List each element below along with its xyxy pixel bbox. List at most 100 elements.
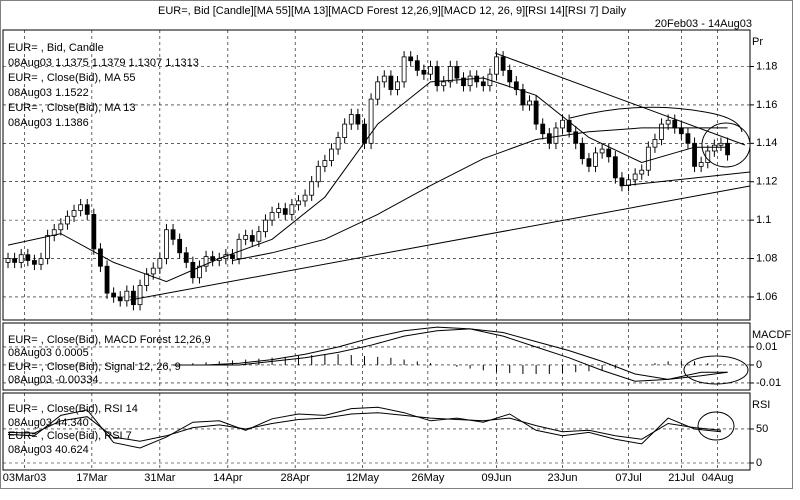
candle-body [38, 258, 44, 265]
y-tick-label: 0 [756, 457, 762, 469]
candle-body [91, 213, 97, 250]
candle-body [414, 60, 420, 71]
candle-body [560, 119, 565, 129]
candle-body [692, 142, 697, 167]
candle-body [309, 181, 315, 196]
x-tick-label: 26May [411, 472, 445, 484]
candle-body [137, 285, 143, 306]
candle-body [25, 254, 31, 261]
candle-body [98, 248, 103, 267]
candle-body [606, 148, 612, 158]
candle-body [447, 66, 453, 83]
candle-body [329, 148, 334, 161]
candle-body [573, 131, 579, 144]
candle-body [197, 265, 202, 279]
candle-body [553, 127, 559, 144]
legend-text: EUR= , Close(Bid), MA 55 [8, 72, 135, 84]
y-tick-label: 1.08 [756, 252, 777, 264]
annotations [129, 52, 751, 441]
legend-text: EUR= , Close(Bid), RSI 14 [8, 403, 138, 415]
candle-body [639, 169, 645, 175]
candle-body [494, 56, 499, 75]
support-trendline [129, 185, 751, 301]
candle-body [652, 139, 658, 148]
indicator-line [7, 412, 722, 442]
y-tick-label: 1.18 [756, 60, 777, 72]
x-tick-label: 28Apr [280, 472, 310, 484]
indicator-line [7, 77, 728, 283]
candle-body [388, 75, 394, 90]
candle-body [249, 235, 255, 242]
candle-body [71, 210, 77, 217]
candle-body [434, 66, 440, 87]
y-tick-label: -0.01 [756, 377, 781, 389]
y-tick-label: 0.01 [756, 341, 777, 353]
candle-body [513, 81, 519, 90]
candle-body [685, 133, 691, 144]
candle-body [203, 256, 209, 267]
candle-body [348, 114, 354, 125]
candle-body [665, 119, 671, 125]
candle-body [269, 212, 275, 221]
pane [2, 392, 751, 471]
x-tick-label: 03Mar03 [3, 472, 46, 484]
candle-body [302, 194, 308, 202]
candle-body [296, 200, 301, 206]
x-tick-label: 23Jun [548, 472, 578, 484]
candle-body [177, 238, 183, 254]
candle-body [428, 66, 433, 75]
candle-body [533, 100, 539, 125]
x-tick-label: 07Jul [615, 472, 641, 484]
candle-body [78, 204, 84, 211]
candle-body [282, 208, 288, 215]
legend-text: 08Aug03 1.1375 1.1379 1.1307 1.1313 [8, 57, 199, 69]
candle-body [527, 100, 532, 106]
axis-label: Pr [752, 36, 763, 48]
candle-body [381, 75, 387, 83]
circle-annotation [701, 122, 751, 168]
candle-body [243, 235, 249, 240]
candle-body [725, 142, 730, 156]
y-tick-label: 1.14 [756, 137, 777, 149]
candle-body [546, 133, 552, 144]
candle-body [421, 69, 427, 75]
resistance-trendline [494, 52, 746, 146]
circle-annotation [683, 355, 749, 385]
candle-body [632, 173, 638, 181]
candle-body [150, 267, 156, 275]
candle-body [441, 81, 447, 87]
x-tick-label: 04Aug [702, 472, 734, 484]
legend-text: 08Aug03 40.624 [8, 444, 89, 456]
x-tick-label: 09Jun [482, 472, 512, 484]
legend-text: EUR= , Close(Bid), MA 13 [8, 102, 135, 114]
chart-title: EUR=, Bid [Candle][MA 55][MA 13][MACD Fo… [158, 5, 627, 17]
x-tick-label: 21Jul [668, 472, 694, 484]
candle-body [507, 69, 513, 83]
candle-body [263, 219, 268, 233]
candle-body [12, 258, 18, 263]
legend-text: 08Aug03 -0.00334 [8, 374, 99, 386]
candle-body [355, 114, 361, 125]
candle-body [170, 229, 176, 240]
legend-text: 08Aug03 44.340 [8, 417, 89, 429]
candle-body [500, 56, 506, 71]
candle-body [65, 215, 70, 225]
candle-body [342, 123, 348, 138]
candle-body [362, 123, 367, 144]
candle-body [236, 238, 242, 259]
circle-annotation [697, 411, 735, 441]
x-tick-label: 31Mar [144, 472, 176, 484]
candle-body [645, 146, 651, 171]
legend-text: 08Aug03 0.0005 [8, 347, 89, 359]
candle-body [401, 56, 407, 83]
candle-body [32, 260, 37, 265]
candle-body [256, 231, 262, 242]
candle-body [131, 290, 136, 306]
lower-trendline [619, 171, 751, 187]
y-tick-label: 0 [756, 359, 762, 371]
legend-text: EUR= , Close(Bid), RSI 7 [8, 430, 132, 442]
y-tick-label: 1.16 [756, 99, 777, 111]
indicator-line [7, 406, 722, 449]
candle-body [183, 252, 189, 263]
y-tick-label: 1.1 [756, 214, 771, 226]
